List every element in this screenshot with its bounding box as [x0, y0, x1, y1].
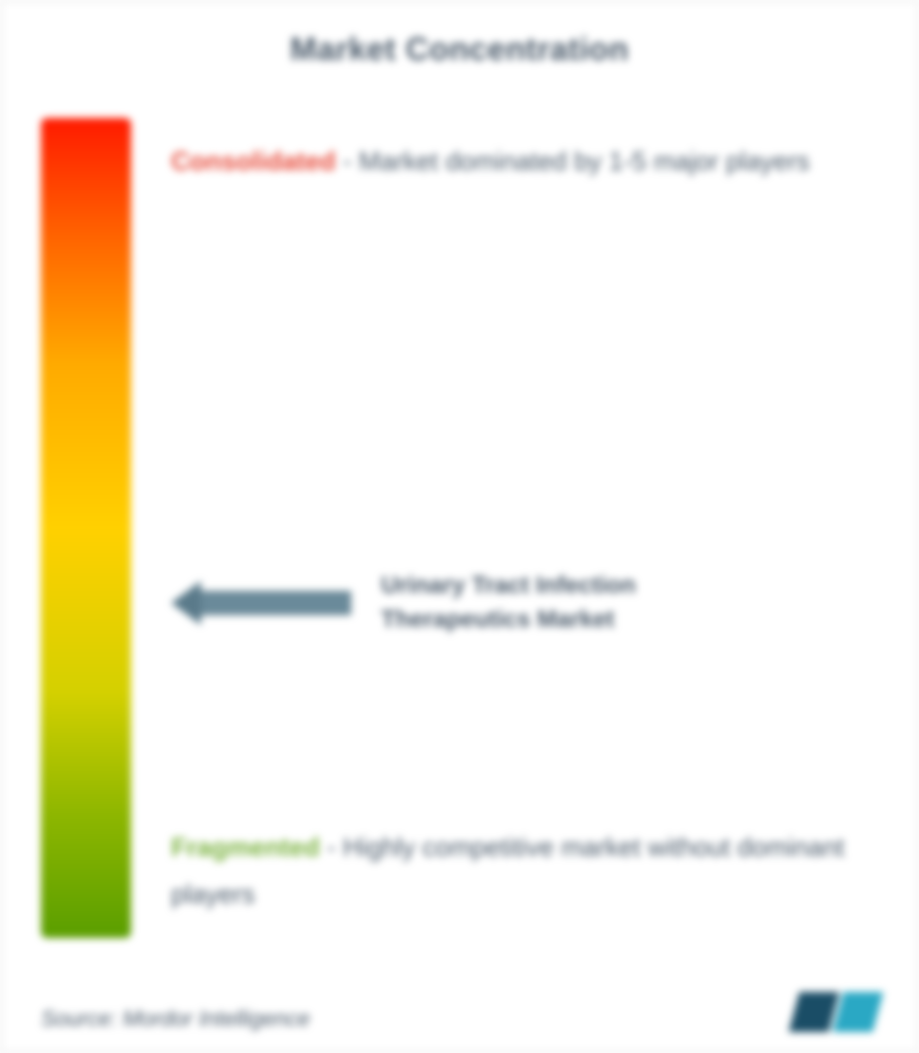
fragmented-label: Fragmented - Highly competitive market w… — [171, 824, 878, 918]
arrow-shaft — [201, 591, 351, 615]
logo — [794, 992, 878, 1032]
logo-shape-2 — [833, 992, 884, 1032]
labels-area: Consolidated - Market dominated by 1-5 m… — [131, 118, 878, 938]
consolidated-highlight: Consolidated — [171, 146, 336, 176]
chart-title: Market Concentration — [41, 31, 878, 68]
chart-footer: Source: Mordor Intelligence — [41, 992, 878, 1032]
chart-container: Market Concentration Consolidated - Mark… — [0, 0, 919, 1053]
market-position-arrow: Urinary Tract Infection Therapeutics Mar… — [171, 569, 636, 636]
fragmented-highlight: Fragmented — [171, 832, 320, 862]
consolidated-description: - Market dominated by 1-5 major players — [343, 146, 810, 176]
concentration-gradient-bar — [41, 118, 131, 938]
chart-content: Consolidated - Market dominated by 1-5 m… — [41, 118, 878, 938]
market-label-line2: Therapeutics Market — [381, 603, 636, 637]
market-label-line1: Urinary Tract Infection — [381, 569, 636, 603]
arrow-head-icon — [171, 581, 201, 625]
logo-shape-1 — [789, 992, 840, 1032]
market-label: Urinary Tract Infection Therapeutics Mar… — [381, 569, 636, 636]
consolidated-label: Consolidated - Market dominated by 1-5 m… — [171, 138, 878, 185]
source-text: Source: Mordor Intelligence — [41, 1006, 310, 1032]
